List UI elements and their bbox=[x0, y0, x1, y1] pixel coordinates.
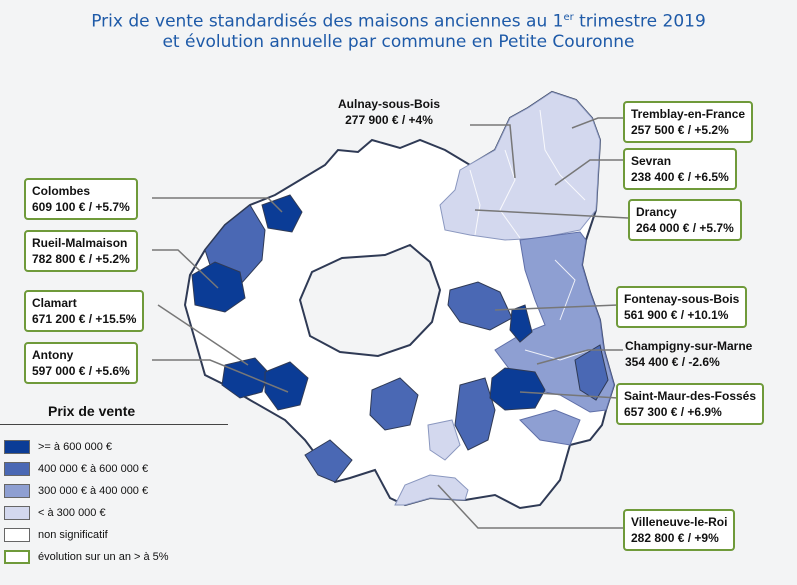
callout-value: 354 400 € / -2.6% bbox=[625, 355, 720, 369]
region-400k-600k-south bbox=[369, 377, 419, 431]
region-400k-600k-fontenay bbox=[447, 281, 513, 331]
region-above-600k-colombes bbox=[261, 194, 303, 233]
legend-label: < à 300 000 € bbox=[38, 506, 106, 519]
legend-item: < à 300 000 € bbox=[4, 503, 169, 522]
region-above-600k-rueil bbox=[191, 261, 246, 313]
callout-value: 671 200 € / +15.5% bbox=[32, 312, 137, 326]
callout-value: 561 900 € / +10.1% bbox=[624, 308, 729, 322]
callout-name: Tremblay-en-France bbox=[631, 107, 746, 121]
legend-item: 400 000 € à 600 000 € bbox=[4, 459, 169, 478]
region-below-300k-sw bbox=[427, 419, 461, 461]
legend-swatch bbox=[4, 439, 30, 454]
callout-name: Rueil-Malmaison bbox=[32, 236, 128, 250]
callout-leaders bbox=[152, 117, 629, 529]
callout-name: Champigny-sur-Marne bbox=[625, 339, 753, 353]
legend-label: >= à 600 000 € bbox=[38, 440, 113, 453]
legend-item: non significatif bbox=[4, 525, 169, 544]
legend-item: évolution sur un an > à 5% bbox=[4, 547, 169, 566]
legend-label: non significatif bbox=[38, 528, 108, 541]
legend-swatch bbox=[4, 505, 30, 520]
legend-label: 400 000 € à 600 000 € bbox=[38, 462, 149, 475]
callout-name: Saint-Maur-des-Fossés bbox=[624, 389, 757, 403]
legend-swatch bbox=[4, 461, 30, 476]
callout-villeneuve-le-roi: Villeneuve-le-Roi 282 800 € / +9% bbox=[623, 509, 736, 551]
callout-name: Fontenay-sous-Bois bbox=[624, 292, 740, 306]
callout-fontenay-sous-bois: Fontenay-sous-Bois 561 900 € / +10.1% bbox=[616, 286, 748, 328]
callout-name: Drancy bbox=[636, 205, 677, 219]
callout-colombes: Colombes 609 100 € / +5.7% bbox=[24, 178, 138, 220]
region-400k-600k-south2 bbox=[454, 377, 496, 451]
region-above-600k-saint-maur bbox=[489, 367, 546, 411]
map-title-line1: Prix de vente standardisés des maisons a… bbox=[91, 11, 706, 32]
callout-value: 238 400 € / +6.5% bbox=[631, 170, 729, 184]
callout-value: 277 900 € / +4% bbox=[345, 113, 433, 127]
legend-title: Prix de vente bbox=[48, 403, 136, 419]
region-300k-400k-south bbox=[519, 409, 581, 446]
callout-value: 782 800 € / +5.2% bbox=[32, 252, 130, 266]
callout-name: Aulnay-sous-Bois bbox=[338, 97, 441, 111]
region-above-600k-clamart bbox=[221, 357, 269, 399]
callout-drancy: Drancy 264 000 € / +5.7% bbox=[628, 199, 742, 241]
callout-name: Villeneuve-le-Roi bbox=[631, 515, 728, 529]
legend-swatch bbox=[4, 483, 30, 498]
callout-value: 257 500 € / +5.2% bbox=[631, 123, 729, 137]
paris-hole bbox=[298, 243, 442, 358]
callout-antony: Antony 597 000 € / +5.6% bbox=[24, 342, 138, 384]
region-400k-600k-sw bbox=[304, 439, 353, 483]
callout-value: 264 000 € / +5.7% bbox=[636, 221, 734, 235]
region-below-300k bbox=[439, 91, 601, 241]
callout-name: Sevran bbox=[631, 154, 672, 168]
callout-champigny-sur-marne: Champigny-sur-Marne 354 400 € / -2.6% bbox=[625, 338, 752, 370]
legend-label: 300 000 € à 400 000 € bbox=[38, 484, 149, 497]
legend-divider bbox=[0, 424, 228, 425]
legend-swatch bbox=[4, 549, 30, 564]
legend-item: 300 000 € à 400 000 € bbox=[4, 481, 169, 500]
callout-sevran: Sevran 238 400 € / +6.5% bbox=[623, 148, 737, 190]
callout-value: 609 100 € / +5.7% bbox=[32, 200, 130, 214]
callout-value: 657 300 € / +6.9% bbox=[624, 405, 722, 419]
callout-tremblay-en-france: Tremblay-en-France 257 500 € / +5.2% bbox=[623, 101, 754, 143]
legend-item: >= à 600 000 € bbox=[4, 437, 169, 456]
callout-saint-maur-des-fosses: Saint-Maur-des-Fossés 657 300 € / +6.9% bbox=[616, 383, 765, 425]
callout-clamart: Clamart 671 200 € / +15.5% bbox=[24, 290, 145, 332]
callout-aulnay-sous-bois: Aulnay-sous-Bois 277 900 € / +4% bbox=[338, 96, 440, 128]
map-title-line2: et évolution annuelle par commune en Pet… bbox=[162, 32, 635, 52]
legend: >= à 600 000 € 400 000 € à 600 000 € 300 0… bbox=[4, 437, 169, 569]
callout-rueil-malmaison: Rueil-Malmaison 782 800 € / +5.2% bbox=[24, 230, 138, 272]
callout-name: Colombes bbox=[32, 184, 91, 198]
callout-value: 282 800 € / +9% bbox=[631, 531, 719, 545]
commune-borders bbox=[469, 109, 591, 361]
legend-swatch bbox=[4, 527, 30, 542]
region-above-600k-antony bbox=[264, 361, 309, 411]
legend-label: évolution sur un an > à 5% bbox=[38, 550, 169, 563]
callout-name: Antony bbox=[32, 348, 74, 362]
callout-name: Clamart bbox=[32, 296, 77, 310]
region-400k-600k-east bbox=[574, 344, 609, 401]
callout-value: 597 000 € / +5.6% bbox=[32, 364, 130, 378]
region-above-600k-fontenay bbox=[509, 304, 533, 343]
